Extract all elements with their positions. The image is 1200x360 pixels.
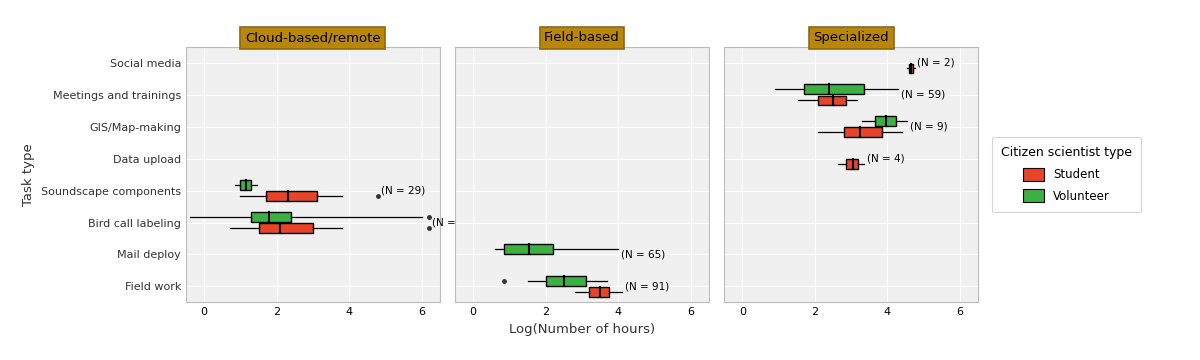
Bar: [546, 276, 586, 285]
Text: (N = 91): (N = 91): [625, 282, 670, 292]
Bar: [804, 84, 864, 94]
Title: Cloud-based/remote: Cloud-based/remote: [245, 31, 380, 44]
Bar: [251, 212, 292, 222]
Text: (N = 154): (N = 154): [432, 217, 482, 228]
Bar: [589, 287, 610, 297]
Text: (N = 65): (N = 65): [622, 249, 666, 260]
Text: (N = 4): (N = 4): [866, 154, 905, 164]
Legend: Student, Volunteer: Student, Volunteer: [991, 137, 1141, 212]
Bar: [504, 244, 553, 254]
Bar: [844, 127, 882, 137]
Title: Specialized: Specialized: [814, 31, 889, 44]
Bar: [818, 95, 846, 105]
Text: (N = 29): (N = 29): [382, 185, 425, 195]
Y-axis label: Task type: Task type: [23, 143, 36, 206]
Title: Field-based: Field-based: [544, 31, 620, 44]
Bar: [846, 159, 858, 169]
Text: (N = 2): (N = 2): [918, 58, 955, 68]
Bar: [265, 192, 317, 201]
Text: (N = 9): (N = 9): [910, 122, 948, 132]
Bar: [258, 223, 313, 233]
Bar: [910, 64, 913, 73]
X-axis label: Log(Number of hours): Log(Number of hours): [509, 323, 655, 336]
Bar: [875, 116, 896, 126]
Bar: [240, 180, 251, 190]
Text: (N = 59): (N = 59): [901, 90, 946, 100]
